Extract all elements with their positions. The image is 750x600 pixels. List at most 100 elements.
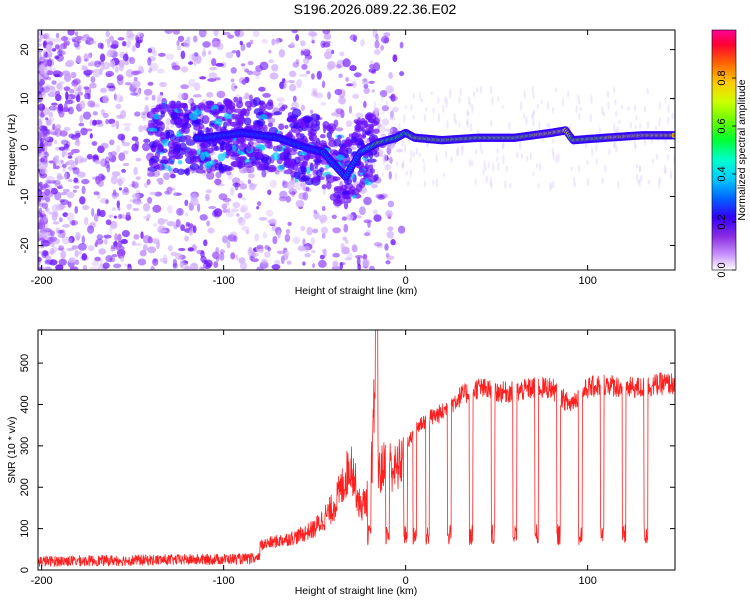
spectrogram-cell (339, 51, 345, 57)
spectrogram-cell (360, 127, 365, 132)
spectrogram-cell (570, 166, 573, 171)
spectrogram-cell (76, 55, 82, 63)
spectrogram-cell (460, 146, 464, 156)
spectrogram-cell (55, 227, 59, 233)
spectrogram-cell (340, 146, 346, 151)
spectrogram-cell (466, 111, 470, 116)
spectrogram-cell (386, 162, 389, 171)
spectrogram-cell (115, 94, 123, 103)
spectrogram-cell (105, 118, 110, 125)
spectrogram-cell (286, 180, 295, 190)
spectrogram-cell (225, 211, 235, 218)
spectrogram-cell (246, 42, 252, 48)
spectrogram-cell (68, 237, 73, 244)
x-tick-label: 100 (578, 575, 596, 587)
spectrogram-cell (344, 239, 349, 245)
spectrogram-cell (401, 162, 404, 170)
spectrogram-cell (133, 200, 143, 205)
spectrogram-cell (338, 73, 343, 79)
spectrogram-cell (81, 185, 86, 195)
spectrogram-cell (369, 64, 375, 69)
spectrogram-cell (204, 162, 212, 169)
spectrogram-cell (627, 106, 630, 111)
spectrogram-cell (62, 188, 70, 193)
spectrogram-cell (167, 140, 176, 150)
spectrogram-cell (226, 141, 231, 151)
spectrogram-cell (269, 179, 277, 189)
spectrogram-cell (529, 152, 532, 161)
spectrogram-cell (113, 93, 117, 101)
spectrogram-cell (239, 183, 248, 190)
spectrogram-cell (637, 179, 641, 185)
spectrogram-cell (205, 193, 210, 202)
spectrogram-cell (119, 96, 124, 102)
spectrogram-cell (265, 140, 272, 145)
spectrogram-cell (99, 87, 107, 93)
snr-y-axis-title: SNR (10 * v/v) (6, 416, 18, 483)
spectrogram-cell (94, 256, 101, 262)
spectrogram-cell (382, 159, 385, 166)
spectrogram-cell (495, 156, 499, 162)
spectrogram-cell (59, 130, 68, 137)
spectrogram-cell (43, 32, 50, 40)
figure-title: S196.2026.089.22.36.E02 (294, 1, 457, 17)
spectrogram-cell (58, 48, 63, 57)
spectrogram-cell (322, 187, 326, 195)
spectrogram-cell (331, 112, 336, 117)
spectrogram-cell (355, 112, 364, 119)
spectrogram-cell (353, 72, 362, 78)
spectrogram-cell (74, 31, 79, 37)
spectrogram-cell (572, 176, 576, 184)
spectrogram-cell (247, 248, 254, 257)
spectrogram-cell (212, 210, 219, 218)
spectrogram-cell (292, 95, 297, 102)
spectrogram-cell (227, 34, 235, 39)
spectrogram-cell (446, 120, 449, 129)
spectrogram-cell (144, 96, 149, 101)
spectrogram-cell (385, 260, 391, 265)
spectrogram-cell (81, 253, 88, 261)
spectrogram-cell (226, 208, 231, 213)
spectrogram-cell (106, 39, 111, 48)
spectrogram-cell (62, 224, 71, 228)
spectrogram-cell (370, 183, 378, 189)
spectrogram-cell (482, 168, 485, 176)
spectrogram-cell (50, 230, 55, 237)
spectrogram-cell (90, 76, 96, 83)
spectrogram-cell (41, 86, 51, 93)
spectrogram-cell (203, 157, 212, 162)
spectrogram-cell (108, 214, 114, 218)
spectrogram-cell (444, 95, 447, 104)
spectrogram-cell (118, 187, 122, 191)
spectrogram-x-axis-title: Height of straight line (km) (295, 285, 418, 297)
spectrogram-cell (69, 266, 79, 270)
spectrogram-cell (161, 155, 168, 163)
spectrogram-cell (142, 216, 150, 220)
spectrogram-cell (182, 126, 190, 134)
y-tick-label: 200 (19, 478, 31, 496)
snr-y-ticks: 0 100 200 300 400 500 (19, 354, 675, 573)
spectrogram-cell (345, 83, 354, 87)
spectrogram-cell (226, 240, 231, 249)
spectrogram-cell (325, 174, 332, 180)
spectrogram-cell (634, 144, 637, 150)
spectrogram-cell (271, 152, 281, 161)
spectrogram-cell (38, 73, 41, 82)
spectrogram-cell (38, 85, 44, 94)
spectrogram-cell (595, 158, 598, 166)
spectrogram-cell (456, 146, 460, 156)
spectrogram-cell (314, 92, 324, 99)
spectrogram-cell (133, 70, 142, 74)
spectrogram-cell (335, 108, 344, 115)
spectrogram-cell (115, 103, 122, 110)
spectrogram-cell (615, 110, 618, 118)
spectrogram-cell (390, 110, 394, 119)
spectrogram-cell (358, 181, 365, 189)
spectrogram-cell (286, 260, 292, 265)
spectrogram-cell (350, 136, 358, 143)
spectrogram-cell (82, 264, 87, 270)
spectrogram-cell (601, 177, 604, 185)
spectrogram-cell (124, 82, 132, 86)
spectrogram-cell (474, 178, 477, 185)
spectrogram-cell (181, 92, 189, 101)
